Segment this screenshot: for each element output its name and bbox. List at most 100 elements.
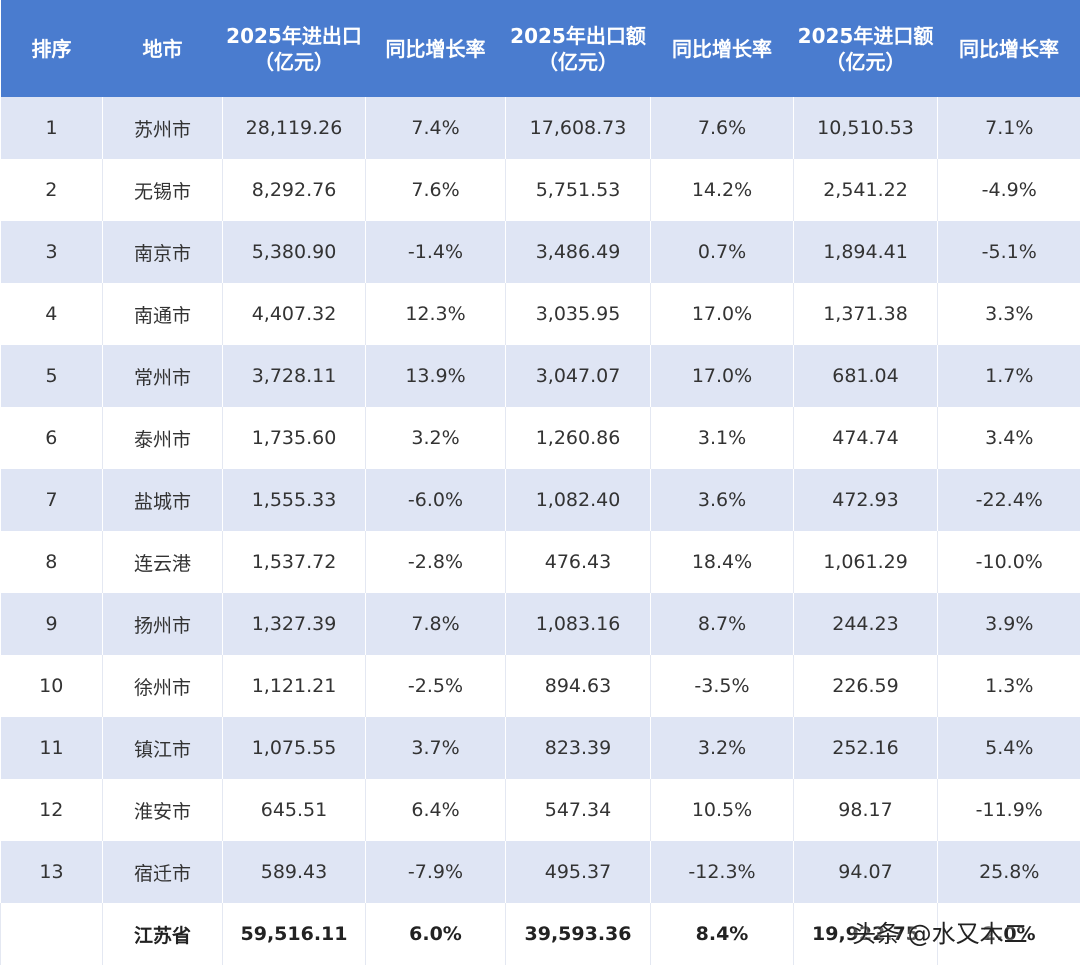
table-cell: [0, 903, 103, 965]
table-cell: 1,260.86: [505, 407, 651, 469]
table-cell: 17,608.73: [505, 97, 651, 159]
table-cell: 681.04: [793, 345, 938, 407]
table-cell: 7.8%: [365, 593, 506, 655]
table-cell: 3.2%: [365, 407, 506, 469]
table-cell: 14.2%: [650, 159, 794, 221]
table-cell: -2.5%: [365, 655, 506, 717]
table-cell: 徐州市: [102, 655, 223, 717]
total-cell: 6.0%: [365, 903, 506, 965]
table-cell: 3.6%: [650, 469, 794, 531]
header-cell: 2025年出口额 （亿元）: [505, 0, 651, 97]
table-cell: 12: [39, 799, 64, 821]
table-row: 2 无锡市 8,292.76 7.6% 5,751.53 14.2% 2,541.22 -4.…: [1, 159, 1080, 221]
total-cell: 19,922.75: [793, 903, 938, 965]
table-cell: 476.43: [505, 531, 651, 593]
table-cell: 7.6%: [365, 159, 506, 221]
table-cell: 3,486.49: [505, 221, 651, 283]
table-cell: 3.3%: [937, 283, 1080, 345]
table-row: 12 淮安市 645.51 6.4% 547.34 10.5% 98.17 -11.9%: [1, 779, 1080, 841]
table-cell: 1,555.33: [222, 469, 366, 531]
table-cell: 1,075.55: [222, 717, 366, 779]
table-cell: 3.9%: [937, 593, 1080, 655]
table-cell: 3: [0, 221, 103, 283]
table-cell: 472.93: [793, 469, 938, 531]
table-cell: 6.4%: [365, 779, 506, 841]
table-body: 1 苏州市 28,119.26 7.4% 17,608.73 7.6% 10,510.53 7…: [0, 97, 1080, 965]
table-row: 6 泰州市 1,735.60 3.2% 1,260.86 3.1% 474.74 3.4%: [1, 407, 1080, 469]
table-cell: 4: [45, 303, 58, 325]
watermark: 头条 @水又木二: [852, 920, 1028, 948]
table-cell: 扬州市: [102, 593, 223, 655]
table-cell: 12.3%: [365, 283, 506, 345]
table-cell: 3.4%: [937, 407, 1080, 469]
table-cell: 无锡市: [102, 159, 223, 221]
table-cell: 252.16: [793, 717, 938, 779]
table-cell: 28,119.26: [222, 97, 366, 159]
total-cell: 39,593.36: [505, 903, 651, 965]
table-cell: 7.6%: [650, 97, 794, 159]
table-cell: -6.0%: [365, 469, 506, 531]
table-cell: 4,407.32: [222, 283, 366, 345]
table-cell: -5.1%: [937, 221, 1080, 283]
total-cell: 8.4%: [650, 903, 794, 965]
table-cell: -10.0%: [937, 531, 1080, 593]
table-cell: 泰州市: [102, 407, 223, 469]
table-row: 3 南京市 5,380.90 -1.4% 3,486.49 0.7% 1,894.41 -5.…: [0, 221, 1080, 283]
table-cell: -11.9%: [937, 779, 1080, 841]
table-cell: 3.1%: [650, 407, 794, 469]
table-cell: 宿迁市: [102, 841, 223, 903]
table-cell: 1,121.21: [222, 655, 366, 717]
table-cell: -7.9%: [365, 841, 506, 903]
total-cell: 江苏省: [102, 903, 223, 965]
table-cell: 1,371.38: [793, 283, 938, 345]
table-cell: 7.1%: [937, 97, 1080, 159]
table-cell: 94.07: [793, 841, 938, 903]
table-cell: 894.63: [505, 655, 651, 717]
table-cell: -2.8%: [365, 531, 506, 593]
table-cell: 1,082.40: [505, 469, 651, 531]
table-row: 7 盐城市 1,555.33 -6.0% 1,082.40 3.6% 472.93 -22.4…: [0, 469, 1080, 531]
table-row: 5 常州市 3,728.11 13.9% 3,047.07 17.0% 681.04 1.7%: [0, 345, 1080, 407]
header-cell: 同比增长率: [650, 0, 794, 97]
table-cell: 6: [45, 427, 58, 449]
total-row: 江苏省 59,516.11 6.0% 39,593.36 8.4% 19,922.75 2.…: [0, 903, 1080, 965]
table-cell: 2: [45, 179, 58, 201]
table-cell: 10.5%: [650, 779, 794, 841]
table-cell: 南通市: [102, 283, 223, 345]
header-row: 排序 地市 2025年进出口 （亿元） 同比增长率 2025年出口额 （亿元） 同比增长率…: [0, 0, 1080, 97]
table-row: 8 连云港 1,537.72 -2.8% 476.43 18.4% 1,061.29 -10.…: [1, 531, 1080, 593]
table-cell: 1,894.41: [793, 221, 938, 283]
table-cell: 南京市: [102, 221, 223, 283]
table-cell: 7.4%: [365, 97, 506, 159]
table-cell: 8: [45, 551, 58, 573]
table-cell: 589.43: [222, 841, 366, 903]
table-cell: 25.8%: [937, 841, 1080, 903]
table-row: 10 徐州市 1,121.21 -2.5% 894.63 -3.5% 226.59 1.3%: [1, 655, 1080, 717]
table-cell: 823.39: [505, 717, 651, 779]
table-cell: 7: [0, 469, 103, 531]
table-cell: 5,380.90: [222, 221, 366, 283]
table-cell: -4.9%: [937, 159, 1080, 221]
table-cell: 3,047.07: [505, 345, 651, 407]
table-cell: 10: [39, 675, 64, 697]
table-cell: 2,541.22: [793, 159, 938, 221]
table-cell: 1,327.39: [222, 593, 366, 655]
header-cell: 同比增长率: [365, 0, 506, 97]
table-cell: 苏州市: [102, 97, 223, 159]
table-cell: 镇江市: [102, 717, 223, 779]
table-row: 13 宿迁市 589.43 -7.9% 495.37 -12.3% 94.07 25.8%: [0, 841, 1080, 903]
header-cell: 同比增长率: [937, 0, 1080, 97]
table-cell: -1.4%: [365, 221, 506, 283]
table-cell: 1,537.72: [222, 531, 366, 593]
table-cell: 547.34: [505, 779, 651, 841]
table-cell: 18.4%: [650, 531, 794, 593]
table-cell: 244.23: [793, 593, 938, 655]
table-cell: -22.4%: [937, 469, 1080, 531]
table-row: 11 镇江市 1,075.55 3.7% 823.39 3.2% 252.16 5.4%: [0, 717, 1080, 779]
table-cell: 495.37: [505, 841, 651, 903]
table-cell: 5.4%: [937, 717, 1080, 779]
table-cell: 淮安市: [102, 779, 223, 841]
table-cell: 11: [0, 717, 103, 779]
table-cell: 9: [0, 593, 103, 655]
